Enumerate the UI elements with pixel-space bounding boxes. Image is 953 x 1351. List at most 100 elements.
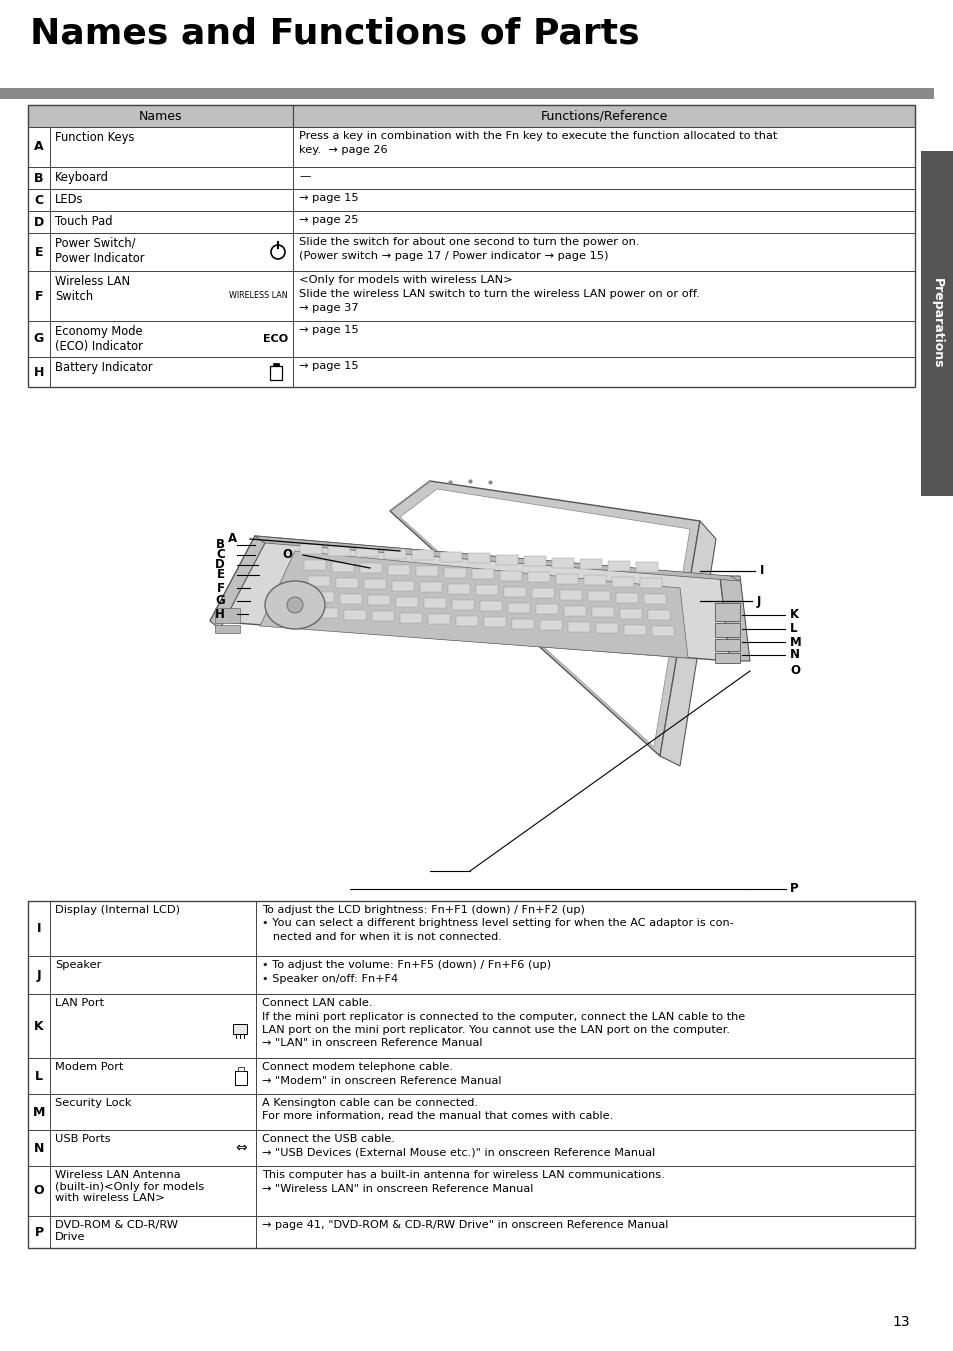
Text: For more information, read the manual that comes with cable.: For more information, read the manual th… [262,1112,613,1121]
Bar [612,577,634,586]
Bar [556,574,578,584]
Text: Display (Internal LCD): Display (Internal LCD) [55,905,180,915]
Bar [308,576,330,586]
Text: → "USB Devices (External Mouse etc.)" in onscreen Reference Manual: → "USB Devices (External Mouse etc.)" in… [262,1147,655,1158]
Text: M: M [32,1105,45,1119]
Text: L: L [789,623,797,635]
Text: Security Lock: Security Lock [55,1098,132,1108]
Bar [714,639,740,651]
Bar [50,1058,255,1094]
Text: J: J [757,594,760,608]
Bar [28,322,50,357]
Text: E: E [34,246,43,258]
Text: F: F [216,581,225,594]
Bar [448,584,470,593]
Bar [28,357,50,386]
Bar [523,557,545,566]
Bar [439,551,461,562]
Bar [28,901,50,957]
Bar [643,594,665,604]
Text: G: G [34,332,44,346]
Bar [28,127,50,168]
Bar [419,582,441,592]
Text: This computer has a built-in antenna for wireless LAN communications.: This computer has a built-in antenna for… [262,1170,664,1179]
Bar [332,562,354,571]
Bar [293,232,914,272]
Text: Battery Indicator: Battery Indicator [55,361,152,374]
Polygon shape [254,536,740,581]
Text: J: J [36,969,41,981]
Bar [423,598,446,608]
Text: B: B [34,172,44,185]
Bar [443,567,465,577]
Text: M: M [789,635,801,648]
Bar [587,590,609,601]
Bar [50,322,293,357]
Bar [416,566,437,576]
Bar [355,547,377,557]
Text: F: F [34,289,43,303]
Polygon shape [390,481,700,757]
Bar [270,366,282,380]
Text: ECO: ECO [263,334,288,345]
Bar [328,546,350,555]
Bar [507,603,530,612]
Text: G: G [215,594,225,608]
Text: → page 37: → page 37 [298,303,358,313]
Bar [619,608,641,619]
Text: Power Switch/
Power Indicator: Power Switch/ Power Indicator [55,236,144,265]
Bar [552,558,574,567]
Bar [28,994,50,1058]
Bar [50,127,293,168]
Polygon shape [210,536,729,661]
Bar [503,586,525,597]
Bar [293,322,914,357]
Bar [214,608,240,623]
Bar [335,577,357,588]
Text: L: L [35,1070,43,1082]
Bar [714,603,740,621]
Text: → page 41, "DVD-ROM & CD-R/RW Drive" in onscreen Reference Manual: → page 41, "DVD-ROM & CD-R/RW Drive" in … [262,1220,668,1229]
Bar [639,578,661,588]
Text: B: B [215,539,225,551]
Bar [527,571,550,582]
Bar [479,601,501,611]
Bar [636,562,658,571]
Bar [28,1166,50,1216]
Text: N: N [33,1142,44,1155]
Bar [293,211,914,232]
Bar [567,621,589,631]
Text: <Only for models with wireless LAN>: <Only for models with wireless LAN> [298,276,512,285]
Bar [28,1216,50,1248]
Bar [0,88,933,99]
Text: Names: Names [138,109,182,123]
Bar [512,619,534,628]
Bar [539,620,561,630]
Bar [412,550,434,561]
Bar [339,593,361,604]
Text: Connect modem telephone cable.: Connect modem telephone cable. [262,1062,453,1071]
Bar [532,588,554,598]
Text: Functions/Reference: Functions/Reference [539,109,667,123]
Text: WIRELESS LAN: WIRELESS LAN [229,292,288,300]
Bar [592,607,614,617]
Text: K: K [34,1020,44,1032]
Text: A: A [228,532,236,546]
Bar [651,626,673,636]
Text: D: D [34,216,44,228]
Bar [50,1216,255,1248]
Bar [293,189,914,211]
Bar [255,1216,914,1248]
Text: Wireless LAN Antenna
(built-in)<Only for models
with wireless LAN>: Wireless LAN Antenna (built-in)<Only for… [55,1170,204,1204]
Bar [579,559,601,569]
Text: Economy Mode
(ECO) Indicator: Economy Mode (ECO) Indicator [55,326,143,353]
Text: Touch Pad: Touch Pad [55,215,112,228]
Bar [233,1024,247,1034]
Text: Press a key in combination with the Fn key to execute the function allocated to : Press a key in combination with the Fn k… [298,131,777,141]
Bar [368,594,390,605]
Polygon shape [399,489,689,747]
Bar [293,272,914,322]
Bar [476,585,497,594]
Text: H: H [214,608,225,620]
Text: A Kensington cable can be connected.: A Kensington cable can be connected. [262,1098,477,1108]
